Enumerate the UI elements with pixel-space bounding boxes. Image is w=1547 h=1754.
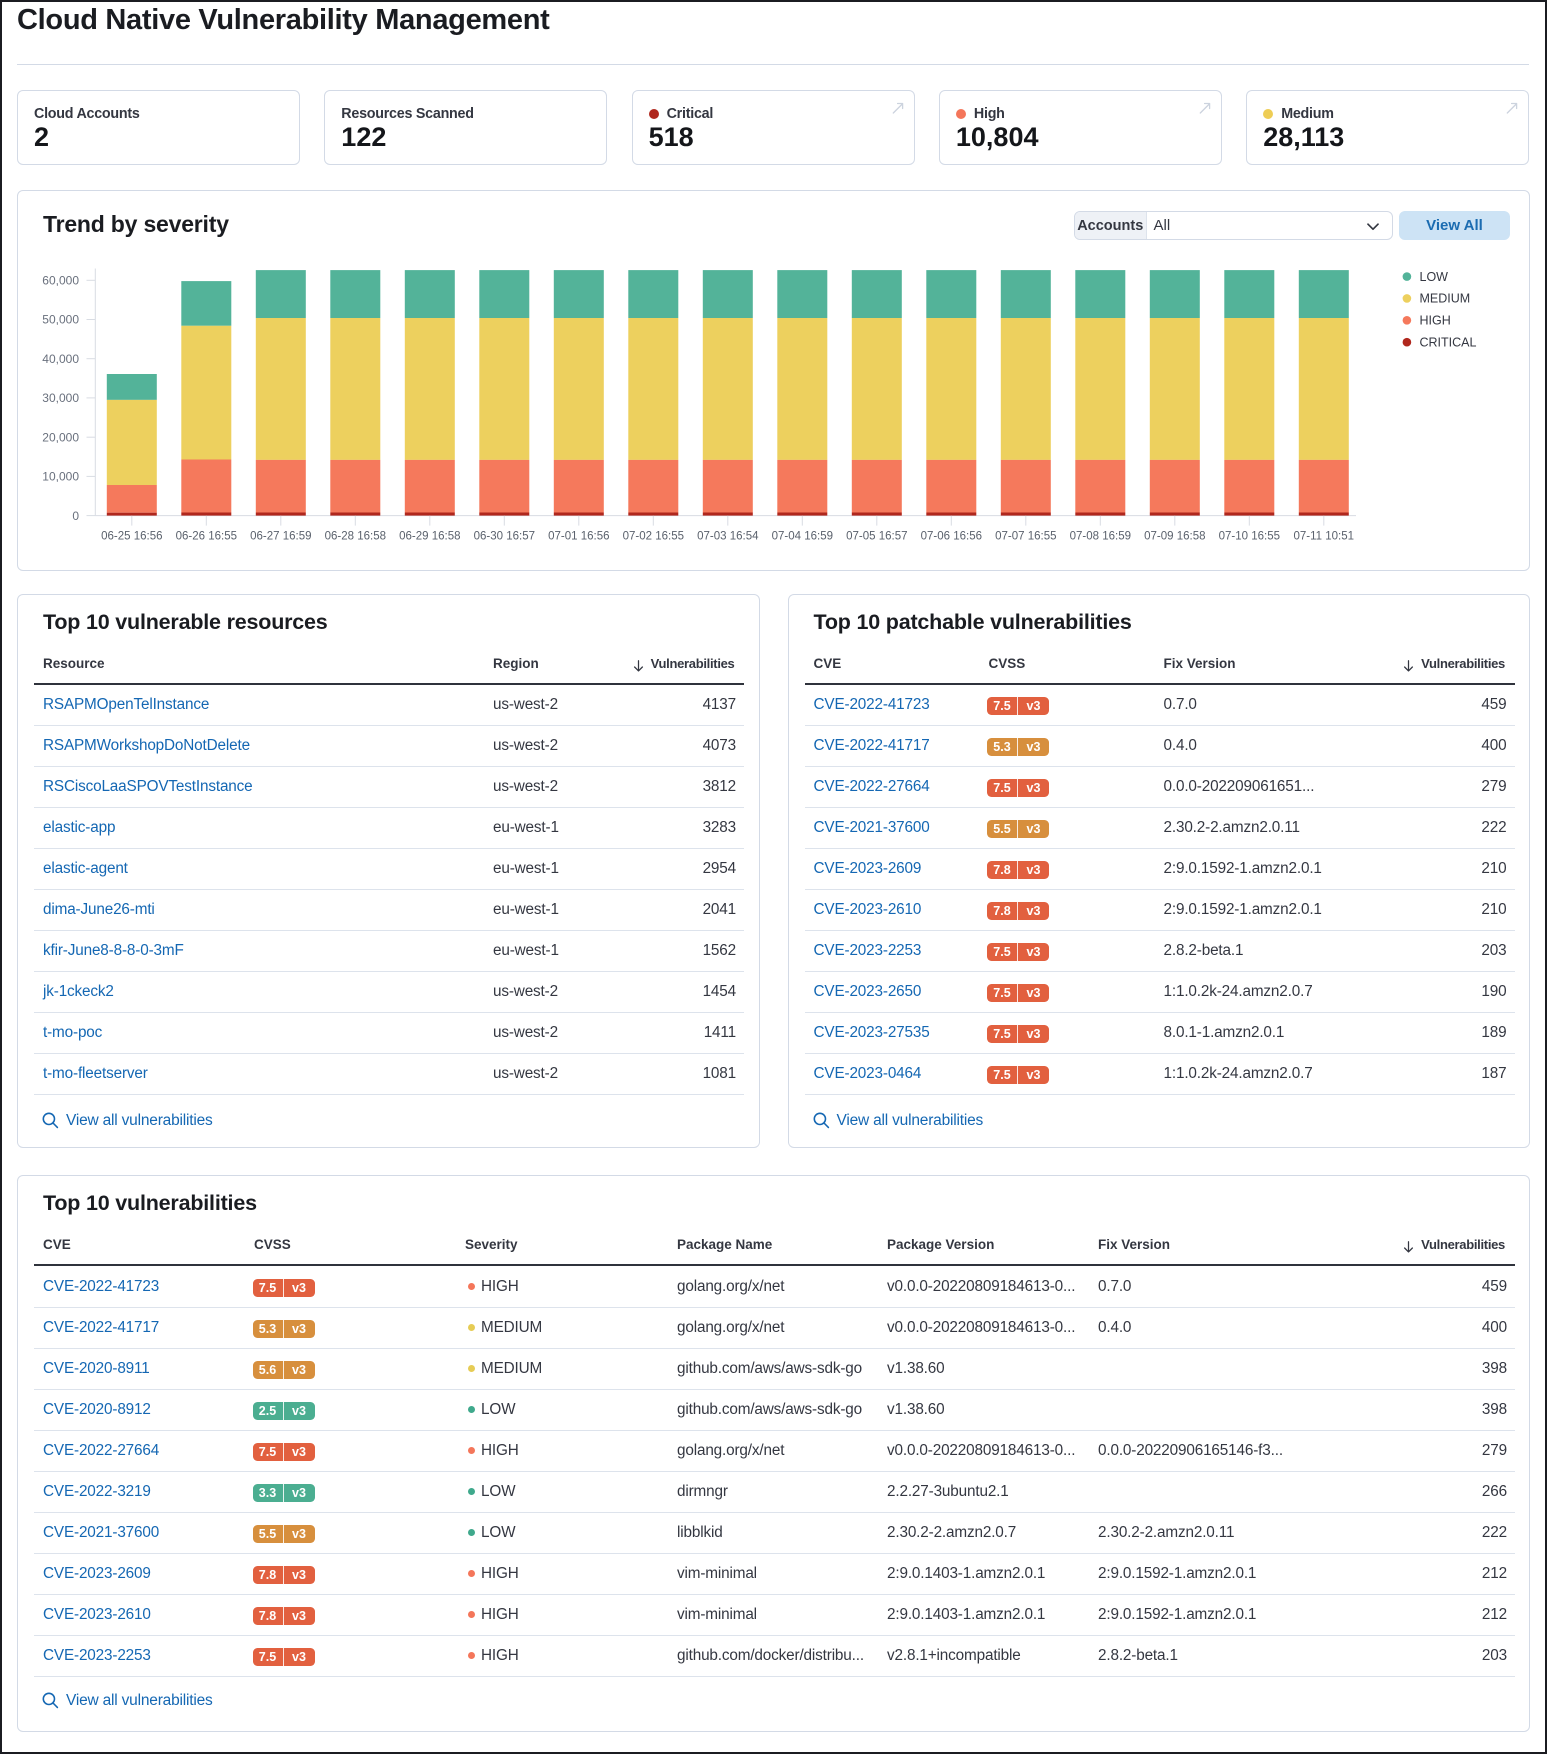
svg-text:07-07 16:55: 07-07 16:55 [995,531,1056,543]
svg-text:LOW: LOW [1420,270,1449,284]
svg-text:0: 0 [72,509,79,523]
svg-text:60,000: 60,000 [42,274,79,288]
svg-text:07-08 16:59: 07-08 16:59 [1070,531,1131,543]
svg-text:20,000: 20,000 [42,430,79,444]
svg-text:06-26 16:55: 06-26 16:55 [176,531,237,543]
svg-text:07-06 16:56: 07-06 16:56 [921,531,982,543]
svg-text:07-11 10:51: 07-11 10:51 [1294,531,1355,543]
svg-text:07-04 16:59: 07-04 16:59 [772,531,833,543]
svg-text:MEDIUM: MEDIUM [1420,292,1471,306]
svg-text:06-29 16:58: 06-29 16:58 [399,531,460,543]
svg-text:07-01 16:56: 07-01 16:56 [548,531,609,543]
svg-text:06-28 16:58: 06-28 16:58 [325,531,386,543]
svg-text:50,000: 50,000 [42,313,79,327]
svg-text:07-09 16:58: 07-09 16:58 [1144,531,1205,543]
svg-text:30,000: 30,000 [42,391,79,405]
svg-text:HIGH: HIGH [1420,314,1451,328]
svg-text:06-25 16:56: 06-25 16:56 [101,531,162,543]
svg-text:07-02 16:55: 07-02 16:55 [623,531,684,543]
svg-text:10,000: 10,000 [42,470,79,484]
svg-text:06-30 16:57: 06-30 16:57 [474,531,535,543]
svg-text:07-05 16:57: 07-05 16:57 [846,531,907,543]
svg-text:40,000: 40,000 [42,352,79,366]
svg-text:07-10 16:55: 07-10 16:55 [1219,531,1280,543]
svg-text:07-03 16:54: 07-03 16:54 [697,531,759,543]
svg-text:06-27 16:59: 06-27 16:59 [250,531,311,543]
svg-text:CRITICAL: CRITICAL [1420,336,1477,350]
